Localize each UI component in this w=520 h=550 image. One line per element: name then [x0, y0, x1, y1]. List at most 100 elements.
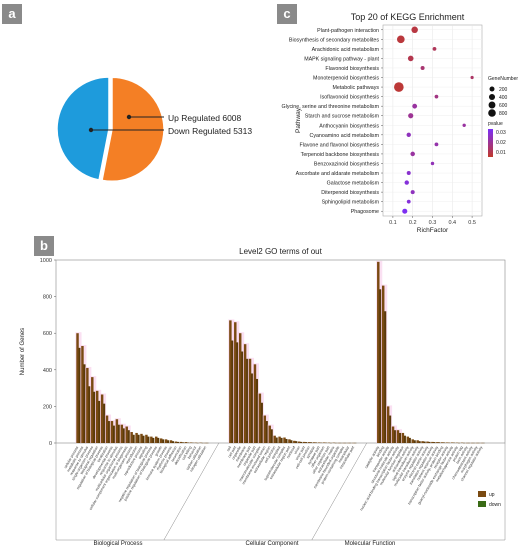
- kegg-pathway-label-12: Flavone and flavonol biosynthesis: [299, 142, 379, 148]
- go-bar-up-63: [426, 441, 429, 443]
- pie-slice-0: [101, 76, 165, 183]
- kegg-point-2: [432, 46, 437, 51]
- go-bar-up-34: [263, 415, 267, 443]
- go-bar-up-18: [164, 439, 168, 443]
- go-bar-up-64: [431, 441, 434, 443]
- pie-label-0: Up Regulated 6008: [168, 113, 242, 123]
- go-bar-up-67: [445, 442, 449, 443]
- go-ytick-label-0: 0: [49, 441, 52, 447]
- kegg-size-legend-dot-3: [488, 109, 496, 117]
- kegg-point-1: [397, 35, 405, 44]
- kegg-pathway-label-2: Arachidonic acid metabolism: [312, 47, 380, 53]
- go-bar-down-54: [384, 311, 387, 443]
- go-legend-label-1: down: [489, 502, 501, 508]
- go-ytick-label-2: 400: [43, 368, 52, 374]
- go-bar-up-16: [155, 436, 158, 443]
- kegg-point-3: [407, 55, 414, 62]
- go-bar-down-35: [270, 429, 273, 443]
- kegg-pathway-label-8: Glycine, serine and threonine metabolism: [282, 104, 380, 110]
- go-group-label-0: Biological Process: [93, 541, 142, 547]
- go-bar-down-53: [379, 289, 382, 443]
- go-bar-down-9: [122, 428, 125, 443]
- go-category-label-27: cell: [226, 445, 232, 452]
- go-bar-up-31: [248, 358, 252, 443]
- go-bar-up-61: [416, 440, 419, 443]
- go-group-divider-0: [163, 442, 220, 541]
- go-bar-down-34: [265, 421, 268, 443]
- go-ytick-label-4: 800: [43, 295, 52, 301]
- go-category-label-17: growth: [154, 446, 163, 457]
- go-bar-up-38: [283, 437, 286, 443]
- go-bar-up-62: [421, 441, 424, 443]
- go-bar-up-36: [273, 435, 276, 443]
- go-bar-down-32: [255, 378, 259, 443]
- kegg-point-7: [434, 94, 439, 99]
- kegg-pathway-label-19: Phagosome: [351, 209, 379, 215]
- go-bar-up-13: [140, 433, 143, 443]
- go-category-label-23: cell killing: [181, 446, 192, 461]
- kegg-pathway-label-6: Metabolic pathways: [332, 85, 379, 91]
- go-ytick-label-5: 1000: [40, 258, 52, 264]
- go-bar-up-66: [441, 442, 444, 443]
- go-bar-up-37: [278, 436, 281, 443]
- panel-a-label: a: [2, 4, 22, 24]
- go-group-label-1: Cellular Component: [245, 541, 298, 547]
- go-bar-up-8: [115, 419, 119, 443]
- go-bar-down-39: [290, 440, 293, 443]
- go-bar-down-30: [246, 358, 249, 443]
- go-bar-down-66: [443, 442, 446, 443]
- go-bar-up-68: [450, 442, 454, 443]
- go-bar-up-28: [234, 322, 237, 443]
- kegg-pathway-label-3: MAPK signaling pathway - plant: [304, 56, 379, 62]
- go-bar-up-19: [169, 440, 173, 443]
- kegg-point-14: [430, 161, 435, 166]
- kegg-pathway-label-14: Benzoxazinoid biosynthesis: [314, 161, 379, 167]
- go-bar-down-60: [413, 440, 416, 443]
- kegg-color-legend-label-1: 0.02: [496, 140, 506, 146]
- go-bar-down-61: [418, 441, 421, 443]
- kegg-point-6: [394, 82, 404, 92]
- kegg-size-legend-dot-1: [488, 93, 496, 101]
- go-bar-up-1: [81, 346, 84, 443]
- kegg-xtick-label-1: 0.2: [409, 220, 417, 226]
- kegg-point-18: [406, 199, 411, 204]
- kegg-size-legend-label-3: 800: [499, 111, 508, 117]
- kegg-pathway-label-0: Plant-pathogen interaction: [317, 28, 379, 34]
- go-legend-swatch-0: [478, 491, 486, 497]
- kegg-size-legend-dot-0: [489, 86, 495, 92]
- go-bar-down-43: [310, 442, 313, 443]
- go-category-label-54: binding: [376, 446, 385, 458]
- go-bar-up-10: [125, 426, 128, 443]
- go-bar-down-28: [236, 342, 239, 443]
- go-bar-down-29: [241, 351, 244, 443]
- go-bar-up-55: [386, 406, 390, 443]
- go-ytick-label-3: 600: [43, 331, 52, 337]
- kegg-dot-plot: Top 20 of KEGG Enrichment 0.1 0.2 0.3 0.4 0.5…: [282, 12, 519, 234]
- go-bar-up-4: [95, 390, 99, 443]
- go-bar-up-60: [411, 439, 414, 443]
- go-category-label-37: symplast: [271, 446, 282, 460]
- kegg-pathway-label-15: Ascorbate and aldarate metabolism: [296, 171, 380, 177]
- go-bar-down-3: [93, 391, 96, 443]
- kegg-point-17: [410, 190, 415, 195]
- go-bar-down-0: [78, 347, 81, 443]
- kegg-size-legend-label-0: 200: [499, 87, 508, 93]
- go-category-label-42: virion part: [295, 446, 306, 462]
- kegg-xtick-label-2: 0.3: [429, 220, 437, 226]
- go-bar-down-4: [98, 400, 101, 443]
- go-bar-up-22: [184, 442, 187, 443]
- kegg-pathway-label-9: Starch and sucrose metabolism: [305, 114, 380, 120]
- go-bar-up-44: [312, 442, 316, 443]
- go-bar-up-35: [268, 425, 271, 443]
- go-bar-down-12: [137, 434, 140, 443]
- go-bar-up-12: [135, 432, 138, 443]
- go-bar-up-29: [238, 333, 242, 443]
- kegg-title: Top 20 of KEGG Enrichment: [351, 12, 465, 22]
- kegg-size-legend-title: GeneNumber: [488, 76, 518, 82]
- go-bar-down-65: [438, 442, 441, 443]
- go-category-label-29: organelle: [231, 446, 242, 461]
- go-bar-down-33: [260, 402, 263, 443]
- go-bar-down-19: [171, 441, 175, 443]
- go-bar-down-22: [186, 442, 189, 443]
